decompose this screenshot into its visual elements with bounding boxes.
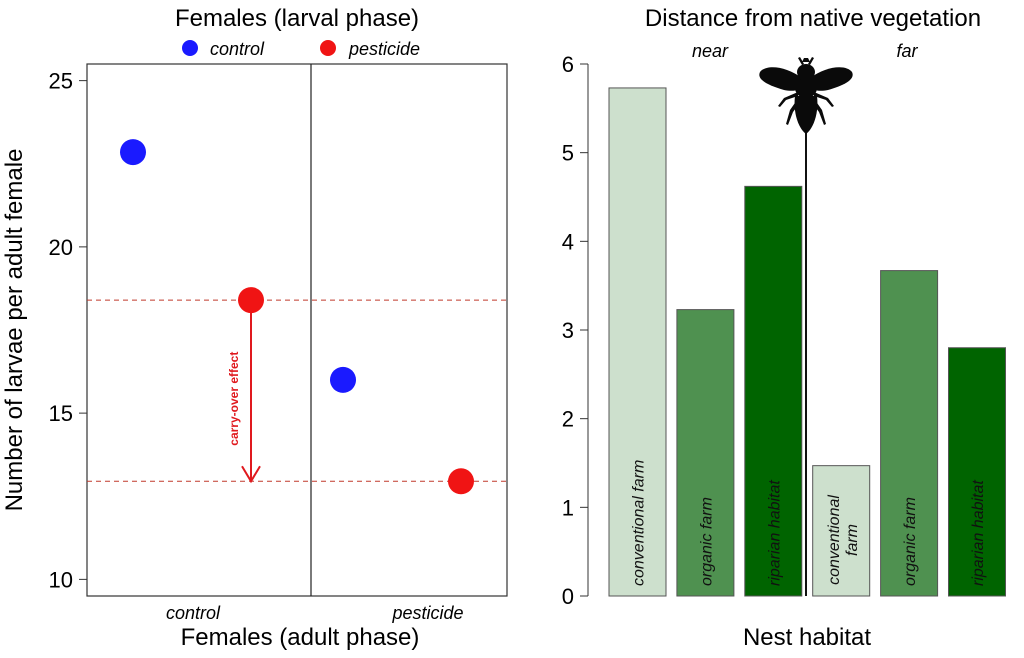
y-tick-label: 15 (49, 401, 73, 426)
bar-label: riparian habitat (766, 480, 783, 586)
group-label-far: far (896, 41, 918, 61)
right-y-axis: 0 1 2 3 4 5 6 (562, 52, 589, 609)
bar-label: organic farm (698, 497, 715, 586)
carry-over-annotation: carry-over effect (227, 300, 261, 484)
bar-near-riparian-habitat (744, 185, 803, 597)
bar-near-conventional-farm (608, 87, 667, 597)
bar-label: farm (844, 524, 861, 556)
y-tick-label: 5 (562, 141, 574, 166)
y-tick-label: 3 (562, 318, 574, 343)
legend-marker-pesticide (320, 40, 336, 56)
y-tick-label: 1 (562, 495, 574, 520)
legend-marker-control (182, 40, 198, 56)
legend: control pesticide (182, 39, 420, 59)
point-pesticide-control (238, 287, 264, 314)
left-panel: Females (larval phase) control pesticide… (1, 5, 508, 651)
y-tick-label: 2 (562, 407, 574, 432)
bee-silhouette-icon (759, 57, 853, 134)
x-tick-pesticide: pesticide (391, 603, 463, 623)
y-tick-label: 20 (49, 235, 73, 260)
left-y-axis: 10 15 20 25 (49, 69, 87, 592)
right-x-axis-label: Nest habitat (743, 624, 871, 651)
bar-label: conventional (826, 495, 843, 585)
carry-over-label: carry-over effect (227, 352, 241, 446)
bar-far-conventional-farm (812, 465, 871, 597)
left-x-axis-label: Females (adult phase) (181, 624, 420, 651)
reference-lines (87, 299, 507, 482)
left-chart-title: Females (larval phase) (175, 5, 419, 32)
point-pesticide-pesticide (448, 468, 474, 495)
right-panel: Distance from native vegetation near far… (562, 5, 1006, 651)
bar-far-riparian-habitat (948, 347, 1006, 597)
x-tick-control: control (166, 603, 221, 623)
legend-label-pesticide: pesticide (348, 39, 420, 59)
right-chart-title: Distance from native vegetation (645, 5, 981, 32)
group-label-near: near (692, 41, 729, 61)
bar-label: riparian habitat (970, 480, 987, 586)
left-plot-frame (86, 63, 508, 597)
bars: conventional farm organic farm riparian ha… (608, 87, 1006, 597)
y-tick-label: 6 (562, 52, 574, 77)
y-tick-label: 0 (562, 584, 574, 609)
arrow-head (241, 465, 261, 484)
bar-label: organic farm (902, 497, 919, 586)
point-control-control (120, 139, 146, 166)
point-control-pesticide (330, 366, 356, 393)
bar-near-organic-farm (676, 309, 735, 597)
bar-far-organic-farm (880, 270, 939, 597)
y-tick-label: 10 (49, 567, 73, 592)
legend-label-control: control (210, 39, 265, 59)
data-points (120, 139, 474, 495)
y-tick-label: 4 (562, 229, 574, 254)
bar-label: conventional farm (631, 460, 648, 586)
y-tick-label: 25 (49, 69, 73, 94)
left-y-axis-label: Number of larvae per adult female (1, 149, 28, 512)
